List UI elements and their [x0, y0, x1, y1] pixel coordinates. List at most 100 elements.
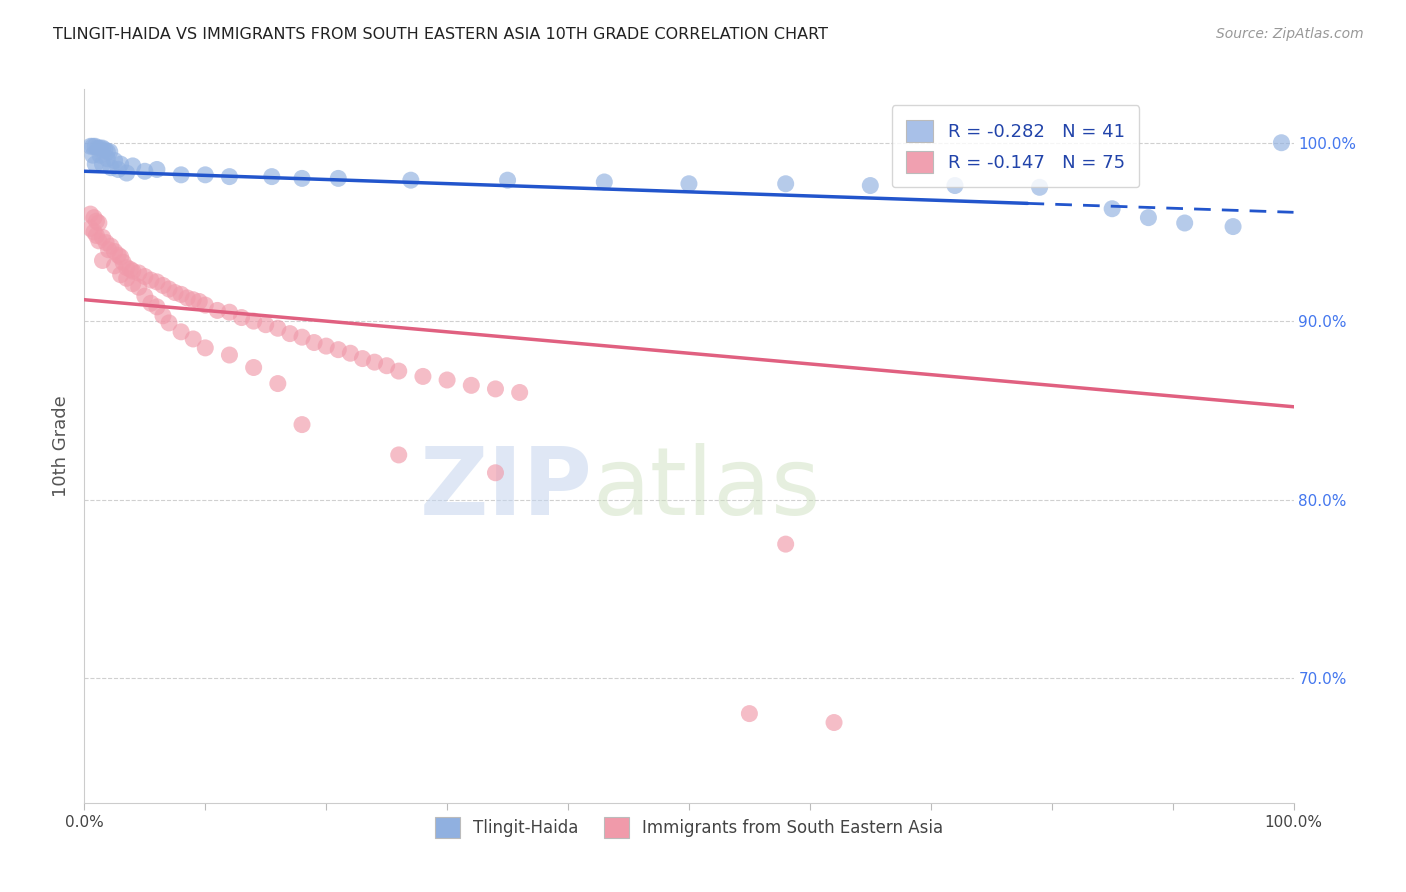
Point [86, 141, 108, 155]
Point [254, 318, 277, 332]
Point [291, 417, 314, 432]
Point [165, 285, 187, 300]
Point [1174, 216, 1197, 230]
Text: atlas: atlas [592, 442, 821, 535]
Point [170, 168, 193, 182]
Point [339, 346, 361, 360]
Point [115, 260, 138, 275]
Point [146, 162, 169, 177]
Point [1137, 211, 1160, 225]
Point [110, 268, 132, 282]
Point [194, 341, 217, 355]
Point [181, 332, 204, 346]
Point [121, 159, 143, 173]
Point [678, 177, 700, 191]
Point [267, 376, 290, 391]
Point [87, 234, 110, 248]
Point [738, 706, 761, 721]
Point [107, 162, 129, 177]
Point [267, 321, 290, 335]
Point [86, 228, 108, 243]
Point [104, 259, 127, 273]
Point [96, 145, 118, 159]
Point [460, 378, 482, 392]
Point [181, 293, 204, 307]
Point [121, 264, 143, 278]
Point [128, 280, 150, 294]
Point [188, 294, 211, 309]
Legend: Tlingit-Haida, Immigrants from South Eastern Asia: Tlingit-Haida, Immigrants from South Eas… [429, 811, 949, 845]
Point [115, 271, 138, 285]
Point [98, 145, 121, 159]
Point [112, 255, 135, 269]
Point [100, 239, 122, 253]
Point [96, 152, 118, 166]
Point [83, 225, 105, 239]
Point [79, 207, 101, 221]
Y-axis label: 10th Grade: 10th Grade [52, 395, 70, 497]
Point [388, 364, 411, 378]
Point [399, 173, 422, 187]
Point [352, 351, 374, 366]
Point [194, 168, 217, 182]
Point [139, 273, 162, 287]
Point [375, 359, 398, 373]
Point [146, 275, 169, 289]
Point [134, 269, 156, 284]
Point [86, 214, 108, 228]
Point [110, 250, 132, 264]
Point [107, 248, 129, 262]
Point [496, 173, 519, 187]
Point [363, 355, 385, 369]
Point [82, 139, 104, 153]
Point [79, 221, 101, 235]
Text: Source: ZipAtlas.com: Source: ZipAtlas.com [1216, 27, 1364, 41]
Point [291, 330, 314, 344]
Point [104, 153, 127, 168]
Point [89, 141, 111, 155]
Point [121, 277, 143, 291]
Point [97, 243, 120, 257]
Point [328, 171, 350, 186]
Point [775, 537, 797, 551]
Point [593, 175, 616, 189]
Point [89, 148, 111, 162]
Point [84, 157, 107, 171]
Point [128, 266, 150, 280]
Point [278, 326, 301, 341]
Point [1028, 180, 1050, 194]
Point [1101, 202, 1123, 216]
Point [87, 216, 110, 230]
Point [100, 161, 122, 175]
Point [91, 230, 114, 244]
Point [170, 287, 193, 301]
Point [115, 166, 138, 180]
Point [134, 164, 156, 178]
Point [775, 177, 797, 191]
Point [194, 298, 217, 312]
Point [152, 278, 174, 293]
Point [84, 139, 107, 153]
Point [91, 253, 114, 268]
Point [302, 335, 325, 350]
Point [823, 715, 845, 730]
Point [82, 148, 104, 162]
Point [176, 291, 198, 305]
Point [104, 244, 127, 259]
Point [170, 325, 193, 339]
Point [484, 382, 506, 396]
Point [94, 235, 117, 250]
Text: TLINGIT-HAIDA VS IMMIGRANTS FROM SOUTH EASTERN ASIA 10TH GRADE CORRELATION CHART: TLINGIT-HAIDA VS IMMIGRANTS FROM SOUTH E… [53, 27, 828, 42]
Point [388, 448, 411, 462]
Point [328, 343, 350, 357]
Point [152, 309, 174, 323]
Point [79, 139, 101, 153]
Point [91, 157, 114, 171]
Point [218, 305, 240, 319]
Point [218, 348, 240, 362]
Point [436, 373, 458, 387]
Point [157, 282, 180, 296]
Point [207, 303, 229, 318]
Point [260, 169, 283, 184]
Point [242, 314, 264, 328]
